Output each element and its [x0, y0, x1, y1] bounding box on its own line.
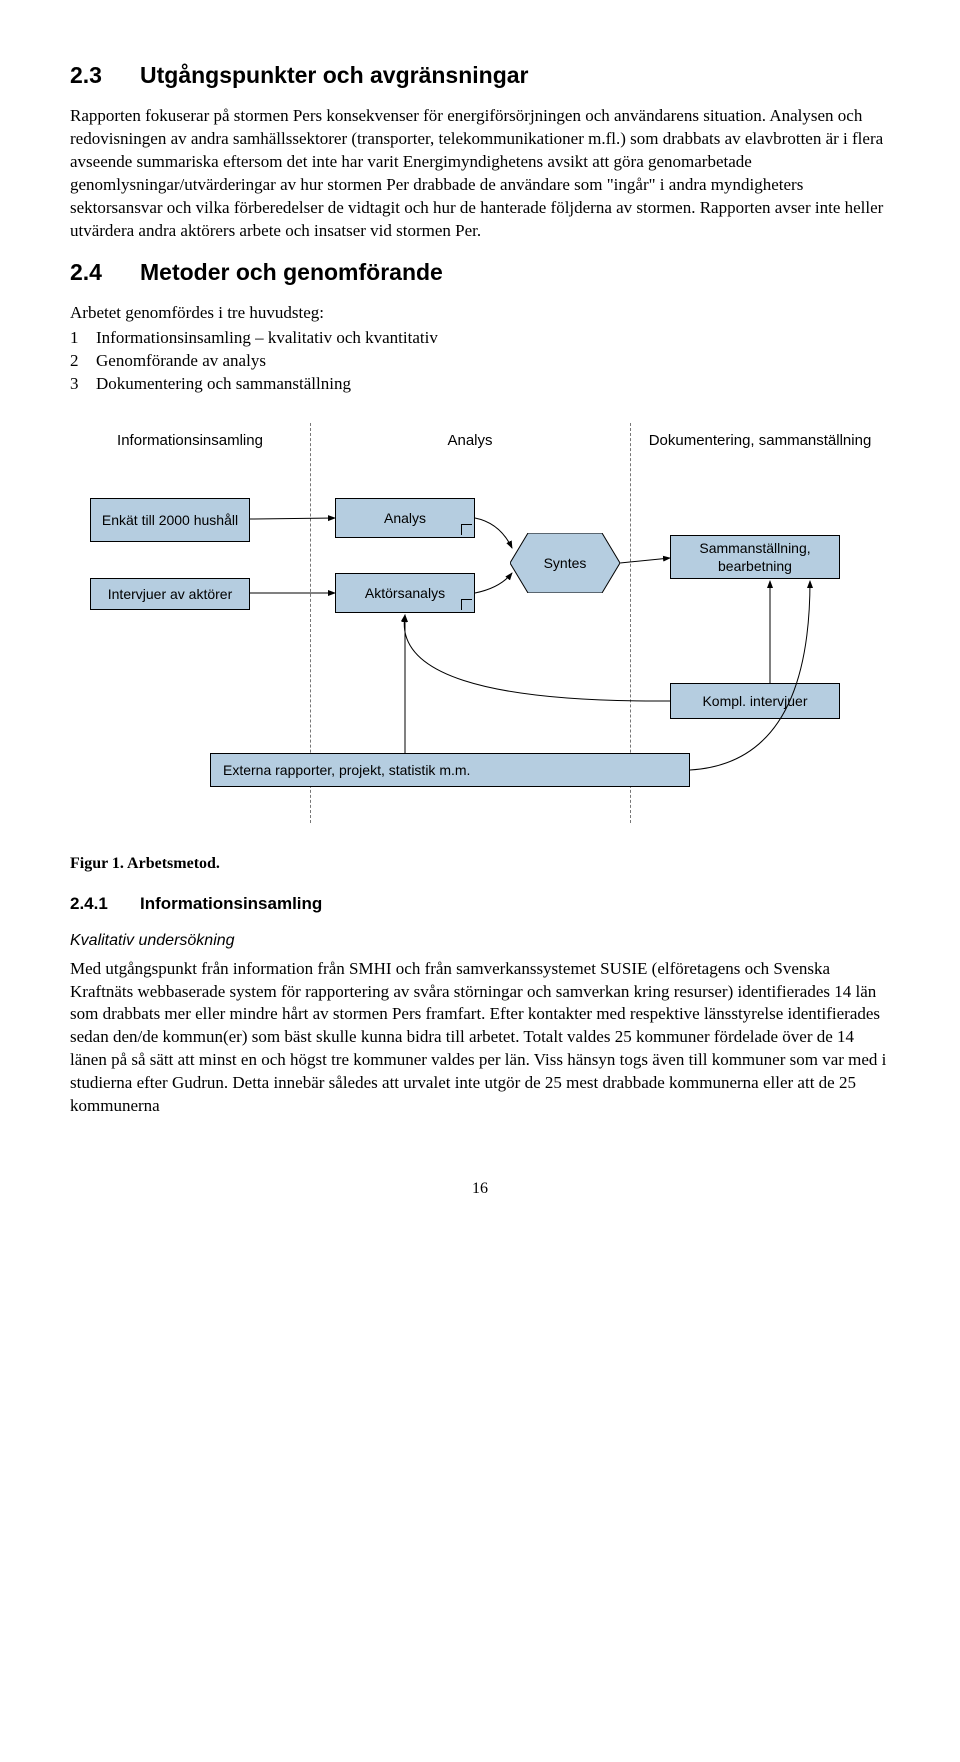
- method-steps-list: 1Informationsinsamling – kvalitativ och …: [70, 327, 890, 396]
- heading-number: 2.3: [70, 60, 140, 91]
- box-aktorsanalys: Aktörsanalys: [335, 573, 475, 613]
- heading-number: 2.4: [70, 257, 140, 288]
- heading-title: Utgångspunkter och avgränsningar: [140, 62, 529, 88]
- workflow-diagram: Informationsinsamling Analys Dokumenteri…: [70, 423, 890, 833]
- box-sammanstallning: Sammanställning, bearbetning: [670, 535, 840, 579]
- heading-2-4: 2.4Metoder och genomförande: [70, 257, 890, 288]
- box-intervjuer: Intervjuer av aktörer: [90, 578, 250, 610]
- figure-caption: Figur 1. Arbetsmetod.: [70, 853, 890, 875]
- box-kompl: Kompl. intervjuer: [670, 683, 840, 719]
- heading-title: Informationsinsamling: [140, 894, 322, 913]
- paragraph-2-3: Rapporten fokuserar på stormen Pers kons…: [70, 105, 890, 243]
- box-externa: Externa rapporter, projekt, statistik m.…: [210, 753, 690, 787]
- heading-2-4-1: 2.4.1Informationsinsamling: [70, 893, 890, 916]
- list-item: 1Informationsinsamling – kvalitativ och …: [70, 327, 890, 350]
- page-number: 16: [70, 1178, 890, 1200]
- box-analys: Analys: [335, 498, 475, 538]
- list-item: 3Dokumentering och sammanställning: [70, 373, 890, 396]
- column-label-3: Dokumentering, sammanställning: [630, 431, 890, 451]
- intro-2-4: Arbetet genomfördes i tre huvudsteg:: [70, 302, 890, 325]
- column-label-1: Informationsinsamling: [70, 431, 310, 451]
- heading-number: 2.4.1: [70, 893, 140, 916]
- paragraph-2-4-1: Med utgångspunkt från information från S…: [70, 958, 890, 1119]
- column-label-2: Analys: [310, 431, 630, 451]
- box-enkat: Enkät till 2000 hushåll: [90, 498, 250, 542]
- heading-title: Metoder och genomförande: [140, 259, 443, 285]
- list-item: 2Genomförande av analys: [70, 350, 890, 373]
- heading-2-3: 2.3Utgångspunkter och avgränsningar: [70, 60, 890, 91]
- subheading-kvalitativ: Kvalitativ undersökning: [70, 930, 890, 952]
- box-syntes: Syntes: [510, 533, 620, 593]
